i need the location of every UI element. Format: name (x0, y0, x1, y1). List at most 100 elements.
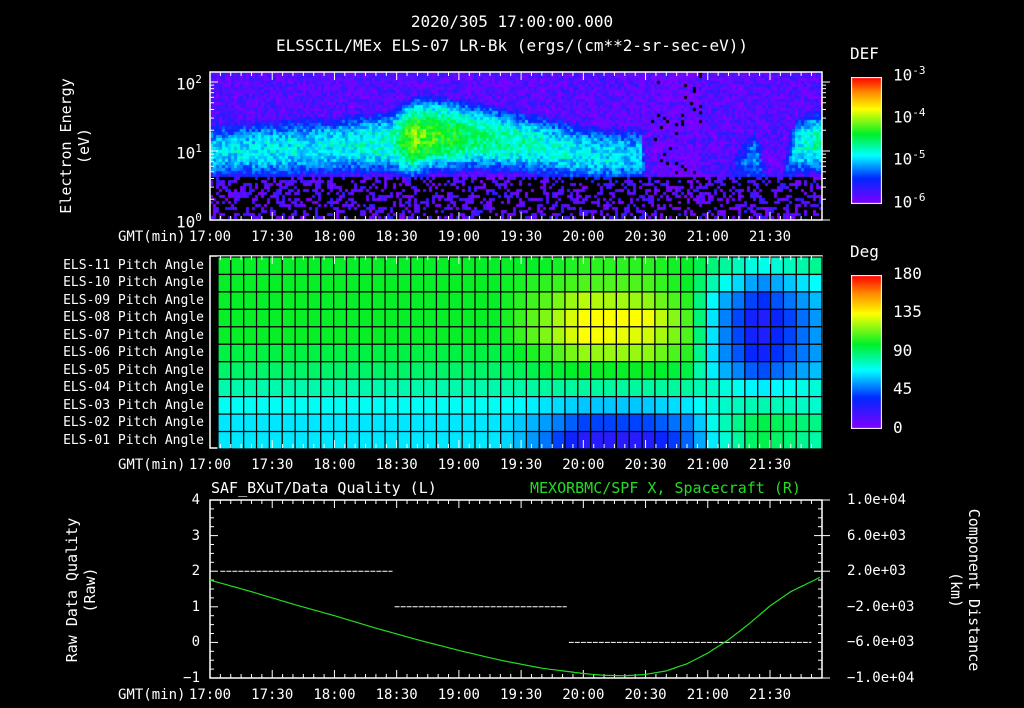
pitch-cell (410, 413, 425, 433)
pitch-cell (345, 273, 360, 293)
pitch-cell (718, 343, 733, 363)
pitch-cell (680, 378, 695, 398)
pitch-cell (474, 430, 489, 450)
pitch-cell (667, 430, 682, 450)
pitch-cell (410, 396, 425, 415)
pitch-cell (281, 413, 296, 433)
pitch-cell (667, 413, 682, 433)
pitch-cell (705, 326, 720, 345)
pitch-cell (423, 273, 438, 293)
pitch-cell (564, 413, 579, 433)
pitch-cell (744, 378, 759, 398)
pitch-cell (628, 308, 643, 328)
pitch-cell (255, 378, 271, 398)
pitch-cell (654, 308, 669, 328)
pitch-cell (705, 413, 720, 433)
pitch-cell (294, 326, 309, 345)
pitch-cell (423, 308, 438, 328)
pitch-cell (230, 343, 245, 363)
pitch-cell (397, 343, 412, 363)
pitch-cell (641, 343, 656, 363)
pitch-cell (667, 326, 682, 345)
pitch-cell (255, 361, 271, 380)
deg-colorbar-tick: 45 (893, 379, 913, 398)
pitch-cell (333, 326, 348, 345)
pitch-cell (757, 361, 772, 380)
pitch-cell (397, 396, 412, 415)
pitch-cell (461, 430, 476, 450)
pitch-cell (667, 308, 682, 328)
pitch-cell (230, 308, 245, 328)
pitch-cell (731, 326, 746, 345)
pitch-cell (808, 378, 823, 398)
pitch-cell (320, 343, 335, 363)
pitch-cell (590, 361, 605, 380)
pitch-cell (615, 273, 630, 293)
pitch-cell (217, 413, 232, 433)
pitch-cell (538, 361, 553, 380)
pitch-cell (769, 430, 785, 450)
pitch-cell (654, 343, 669, 363)
pitch-cell (500, 378, 515, 398)
pitch-cell (628, 396, 643, 415)
pitch-cell (255, 326, 271, 345)
def-colorbar-tick: 10-6 (893, 190, 926, 210)
deg-colorbar-tick: 0 (893, 418, 903, 437)
energy-axis-label: Electron Energy (eV) (57, 71, 93, 221)
pitch-cell (487, 343, 502, 363)
pitch-cell (667, 291, 682, 310)
bottom-right-title: MEXORBMC/SPF X, Spacecraft (R) (530, 479, 801, 497)
pitch-cell (435, 326, 450, 345)
pitch-cell (692, 413, 707, 433)
pitch-cell (307, 291, 322, 310)
pitch-cell (268, 343, 283, 363)
pitch-cell (345, 326, 360, 345)
pitch-cell (692, 326, 707, 345)
pitch-cell (731, 413, 746, 433)
pitch-x-tick-label: 18:00 (313, 457, 356, 473)
pitch-cell (731, 361, 746, 380)
deg-colorbar-tick: 90 (893, 341, 913, 360)
pitch-cell (757, 413, 772, 433)
def-colorbar-tick-exp: -3 (912, 64, 926, 77)
pitch-cell (281, 343, 296, 363)
quality-y-tick-label: −1 (183, 670, 200, 686)
pitch-cell (474, 396, 489, 415)
pitch-cell (281, 396, 296, 415)
pitch-cell (307, 396, 322, 415)
pitch-cell (808, 343, 823, 363)
pitch-cell (397, 430, 412, 450)
pitch-cell (243, 413, 258, 433)
pitch-cell (680, 413, 695, 433)
pitch-cell (307, 256, 322, 276)
pitch-cell (551, 326, 566, 345)
distance-y-tick-label: −2.0e+03 (847, 598, 915, 615)
pitch-cell (551, 291, 566, 310)
pitch-cell (333, 396, 348, 415)
pitch-cell (564, 430, 579, 450)
quality-y-tick-label: 1 (191, 598, 200, 615)
pitch-cell (744, 430, 759, 450)
pitch-cell (667, 378, 682, 398)
pitch-cell (410, 361, 425, 380)
def-colorbar-tick-base: 10 (893, 192, 913, 212)
pitch-cell (487, 361, 502, 380)
pitch-cell (680, 396, 695, 415)
pitch-cell (397, 308, 412, 328)
quality-y-tick-label: 4 (191, 492, 200, 508)
pitch-cell (255, 430, 271, 450)
pitch-cell (705, 361, 720, 380)
pitch-cell (525, 291, 540, 310)
pitch-cell (795, 378, 810, 398)
pitch-cell (281, 273, 296, 293)
pitch-cell (590, 396, 605, 415)
distance-y-tick-label: 1.0e+04 (847, 492, 907, 508)
pitch-cell (474, 256, 489, 276)
pitch-cell (667, 256, 682, 276)
pitch-cell (525, 430, 540, 450)
quality-axis-title: Raw Data Quality (63, 517, 81, 663)
pitch-cell (500, 361, 515, 380)
pitch-cell (435, 413, 450, 433)
pitch-cell (358, 326, 373, 345)
pitch-cell (217, 308, 232, 328)
